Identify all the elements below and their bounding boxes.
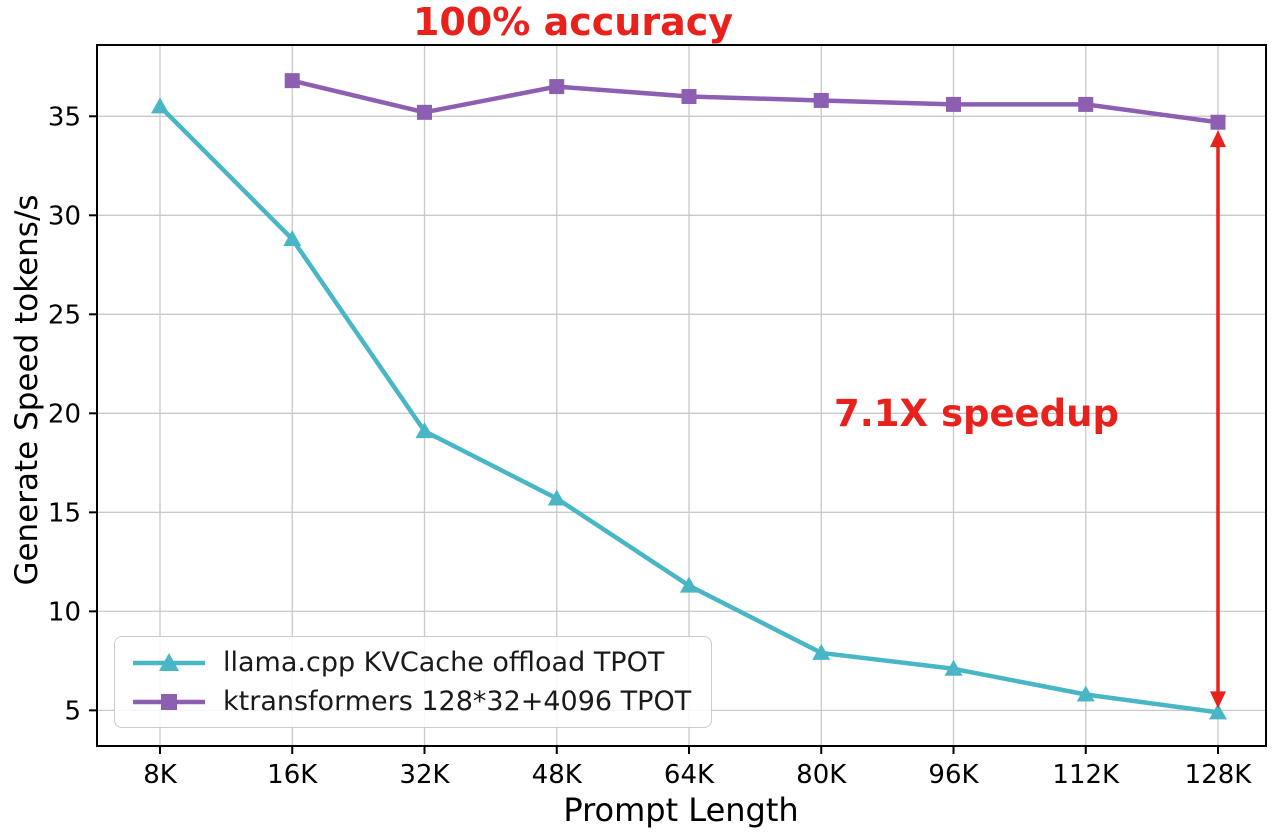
y-axis-label: Generate Speed tokens/s — [9, 194, 45, 586]
speedup-annotation: 7.1X speedup — [834, 392, 1119, 435]
x-tick-label: 64K — [664, 760, 715, 790]
speedup-arrow-head-top — [1210, 130, 1226, 148]
x-tick-label: 80K — [796, 760, 847, 790]
legend-label-ktransformers: ktransformers 128*32+4096 TPOT — [223, 686, 692, 717]
x-tick-label: 48K — [532, 760, 583, 790]
marker-square — [417, 104, 432, 120]
speedup-arrow-head-bottom — [1210, 691, 1226, 709]
accuracy-annotation: 100% accuracy — [412, 0, 734, 44]
series-line-1 — [290, 78, 1221, 125]
marker-triangle — [415, 422, 434, 439]
y-tick-label: 10 — [48, 597, 81, 627]
legend-label-llamacpp: llama.cpp KVCache offload TPOT — [223, 647, 665, 678]
legend-square-marker-icon — [133, 693, 205, 710]
plot-border — [96, 44, 1267, 747]
x-tick-label: 96K — [928, 760, 979, 790]
marker-triangle — [1076, 685, 1095, 702]
marker-square — [1210, 114, 1226, 130]
y-tick-label: 35 — [48, 102, 81, 132]
legend-item-ktransformers: ktransformers 128*32+4096 TPOT — [129, 686, 691, 717]
marker-square — [284, 73, 300, 89]
x-tick-label: 16K — [267, 760, 318, 790]
marker-triangle — [283, 230, 302, 247]
y-tick-label: 25 — [48, 300, 81, 330]
y-tick-label: 15 — [48, 498, 81, 528]
marker-triangle — [151, 97, 169, 114]
legend-item-llamacpp: llama.cpp KVCache offload TPOT — [129, 647, 691, 678]
marker-square — [681, 88, 697, 104]
marker-square — [1078, 96, 1094, 112]
marker-triangle — [1209, 703, 1227, 720]
marker-triangle — [944, 659, 963, 676]
marker-triangle — [680, 576, 698, 593]
x-tick-label: 128K — [1185, 760, 1253, 790]
marker-square — [549, 79, 565, 95]
marker-square — [946, 96, 961, 112]
x-tick-label: 112K — [1052, 760, 1120, 790]
x-tick-label: 8K — [143, 760, 178, 790]
marker-triangle — [812, 643, 831, 660]
marker-square — [813, 92, 829, 108]
marker-triangle — [547, 489, 566, 506]
legend: llama.cpp KVCache offload TPOT ktransfor… — [114, 636, 713, 728]
x-axis-label: Prompt Length — [563, 791, 799, 829]
x-tick-label: 32K — [399, 760, 450, 790]
y-tick-label: 5 — [64, 696, 81, 726]
legend-triangle-marker-icon — [133, 652, 205, 671]
y-tick-label: 30 — [48, 201, 81, 231]
y-tick-label: 20 — [48, 399, 81, 429]
